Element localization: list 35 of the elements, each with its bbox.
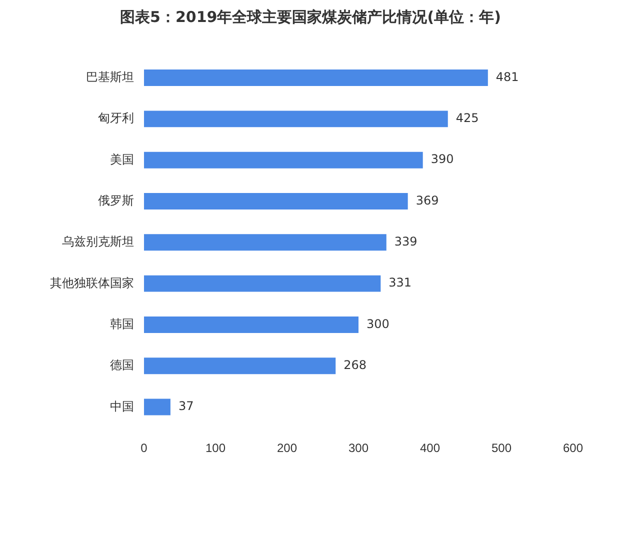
data-label: 369 — [416, 193, 439, 208]
bar — [144, 398, 170, 416]
y-tick-label: 乌兹别克斯坦 — [62, 234, 134, 249]
bar — [144, 358, 336, 374]
bar — [144, 275, 381, 292]
y-tick-label: 美国 — [110, 152, 134, 166]
bar — [144, 152, 423, 168]
data-label: 331 — [388, 276, 412, 290]
x-tick-label: 300 — [348, 441, 369, 456]
data-label: 37 — [178, 399, 194, 414]
x-tick-label: 500 — [491, 441, 512, 456]
data-label: 425 — [456, 111, 479, 126]
data-label: 481 — [496, 70, 519, 84]
x-tick-label: 100 — [205, 441, 226, 456]
x-tick-label: 600 — [562, 441, 584, 456]
bar — [144, 316, 358, 333]
bar — [144, 193, 408, 210]
data-label: 268 — [344, 358, 367, 372]
x-tick-label: 0 — [140, 441, 148, 456]
data-label: 339 — [394, 234, 418, 249]
bar — [144, 110, 448, 128]
y-tick-label: 巴基斯坦 — [86, 70, 134, 84]
data-label: 300 — [366, 316, 390, 331]
y-tick-label: 德国 — [110, 358, 134, 372]
bar — [144, 234, 386, 251]
y-tick-label: 匈牙利 — [98, 111, 134, 126]
x-tick-label: 200 — [276, 441, 298, 456]
y-tick-label: 韩国 — [110, 317, 134, 332]
y-tick-label: 中国 — [110, 399, 134, 414]
data-label: 390 — [430, 152, 454, 166]
bar — [144, 70, 488, 86]
y-tick-label: 其他独联体国家 — [50, 276, 134, 290]
y-tick-label: 俄罗斯 — [98, 194, 134, 208]
x-tick-label: 400 — [420, 441, 440, 456]
chart-title: 图表5：2019年全球主要国家煤炭储产比情况(单位：年) — [119, 8, 502, 27]
